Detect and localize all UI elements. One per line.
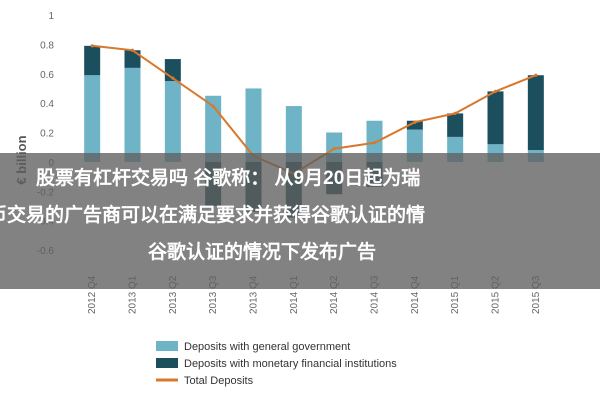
deposits-with-monetary-financial-institutions-bar xyxy=(84,45,101,76)
y-tick-label: 0.2 xyxy=(40,129,54,140)
total-deposits-point xyxy=(413,120,417,124)
deposits-with-monetary-financial-institutions-bar xyxy=(124,50,141,68)
total-deposits-point xyxy=(534,73,538,77)
deposits-with-monetary-financial-institutions-bar xyxy=(447,113,464,137)
x-tick-label: 2015 Q2 xyxy=(491,275,502,314)
deposits-with-general-government-bar xyxy=(84,75,101,162)
x-tick-label: 2014 Q3 xyxy=(370,275,381,314)
deposits-with-general-government-bar xyxy=(245,88,262,162)
legend-label: Deposits with monetary financial institu… xyxy=(184,358,397,370)
total-deposits-point xyxy=(211,104,215,108)
total-deposits-point xyxy=(332,147,336,151)
deposits-with-general-government-bar xyxy=(285,106,302,162)
x-tick-label: 2013 Q2 xyxy=(168,275,179,314)
x-tick-label: 2014 Q1 xyxy=(289,275,300,314)
deposits-with-monetary-financial-institutions-bar xyxy=(527,75,544,151)
deposits-with-general-government-bar xyxy=(124,67,141,162)
y-tick-label: 1 xyxy=(48,11,54,22)
headline-line-3: 谷歌认证的情况下发布广告 xyxy=(148,242,377,263)
y-tick-label: 0.4 xyxy=(40,99,54,110)
x-tick-label: 2014 Q4 xyxy=(410,275,421,314)
deposits-with-monetary-financial-institutions-bar xyxy=(406,120,423,130)
legend-label: Deposits with general government xyxy=(184,341,350,353)
headline-line-1: 股票有杠杆交易吗 谷歌称： 从9月20日起为瑞 xyxy=(36,168,421,189)
total-deposits-point xyxy=(453,111,457,116)
x-tick-label: 2013 Q1 xyxy=(128,275,139,314)
total-deposits-point xyxy=(130,48,135,52)
x-tick-label: 2012 Q4 xyxy=(87,275,98,314)
legend: Deposits with general government Deposits… xyxy=(156,341,397,387)
total-deposits-point xyxy=(493,89,498,93)
x-axis-ticks: 2012 Q4 2013 Q1 2013 Q2 2013 Q3 2013 Q4 2014 … xyxy=(87,275,542,314)
total-deposits-point xyxy=(90,44,94,48)
legend-label: Total Deposits xyxy=(184,375,254,387)
x-tick-label: 2014 Q2 xyxy=(329,275,340,314)
deposits-with-monetary-financial-institutions-bar xyxy=(487,91,504,145)
x-tick-label: 2015 Q3 xyxy=(531,275,542,314)
total-deposits-point xyxy=(372,141,377,145)
y-tick-label: 0.8 xyxy=(40,40,54,51)
x-tick-label: 2013 Q3 xyxy=(208,275,219,314)
x-tick-label: 2013 Q4 xyxy=(249,275,260,314)
deposits-with-general-government-bar xyxy=(164,81,181,162)
y-tick-label: 0.6 xyxy=(40,70,54,81)
x-tick-label: 2015 Q1 xyxy=(450,275,461,314)
legend-swatch xyxy=(156,358,178,368)
headline-line-2: 币交易的广告商可以在满足要求并获得谷歌认证的情 xyxy=(0,205,426,226)
total-deposits-point xyxy=(171,76,175,80)
news-headline-overlay: 股票有杠杆交易吗 谷歌称： 从9月20日起为瑞 币交易的广告商可以在满足要求并获… xyxy=(0,153,600,289)
legend-swatch xyxy=(156,341,178,351)
